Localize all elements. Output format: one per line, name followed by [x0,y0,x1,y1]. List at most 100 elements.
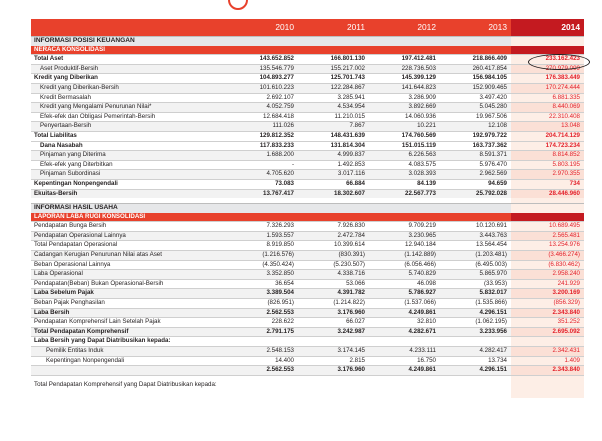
table-row: Efek-efek yang Diterbitkan -1.492.853 4.08… [31,159,584,170]
cell-2011: 3.017.116 [298,169,369,180]
cell-2012: (6.056.466) [369,259,440,270]
row-label: Efek-efek yang Diterbitkan [31,159,227,170]
cell-2013 [440,203,511,213]
cell-2012: 145.399.129 [369,73,440,84]
row-label: INFORMASI HASIL USAHA [31,203,227,213]
highlight-ring [528,54,590,70]
cell-2013 [440,336,511,347]
cell-2010: 73.083 [227,178,298,189]
cell-2013: 13.564.454 [440,240,511,251]
cell-2012: 4.282.671 [369,326,440,337]
table-row: Kepentingan Nonpengendali 73.083 66.884 84.… [31,178,584,189]
cell-2014 [511,45,584,55]
cell-2013: 19.967.506 [440,111,511,122]
cell-2012: 16.750 [369,355,440,366]
cell-2013: 218.866.409 [440,54,511,65]
table-row: Kredit yang Diberikan-Bersih 101.610.223 1… [31,82,584,94]
row-label: Pinjaman yang Diterima [31,150,227,161]
cell-2013: (1.203.481) [440,250,511,261]
table-row: Pendapatan Operasional Lainnya 1.593.557 2… [31,230,584,241]
cell-2013: 94.659 [440,178,511,189]
table-row: Pendapatan Komprehensif Lain Setelah Paj… [31,317,584,328]
cell-2010 [227,374,298,398]
cell-2010: 4.705.620 [227,169,298,180]
cell-2010: 1.593.557 [227,230,298,241]
cell-2010: 8.919.850 [227,240,298,251]
cell-2011: 125.701.743 [298,73,369,84]
cell-2011: 7.926.830 [298,221,369,232]
table-row: Pendapatan Bunga Bersih 7.326.293 7.926.83… [31,221,584,232]
cell-2014 [511,374,584,398]
cell-2011: 66.027 [298,317,369,328]
year-2012: 2012 [369,19,440,37]
cell-2014: 351.252 [511,317,584,328]
row-label: Aset Produktif-Bersih [31,63,227,74]
cell-2013: 152.909.465 [440,82,511,94]
cell-2011: 155.217.002 [298,63,369,74]
cell-2013 [440,35,511,46]
cell-2013: 2.962.569 [440,169,511,180]
cell-2012: 4.083.575 [369,159,440,170]
cell-2012: 14.060.936 [369,111,440,122]
cell-2014: 2.958.240 [511,269,584,280]
table-row: Total Aset 143.652.852 166.801.130 197.412.… [31,54,584,65]
row-label: Total Aset [31,54,227,65]
cell-2012: 197.412.481 [369,54,440,65]
cell-2013: (33.953) [440,278,511,289]
cell-2010: (1.216.576) [227,250,298,261]
table-row: Cadangan Kerugian Penurunan Nilai atas A… [31,250,584,261]
cell-2014: 13.048 [511,121,584,132]
row-label: Penyertaan-Bersih [31,121,227,132]
cell-2014: 2.342.431 [511,346,584,357]
cell-2014: 3.200.169 [511,288,584,299]
cell-2011: (830.391) [298,250,369,261]
table-row: INFORMASI POSISI KEUANGAN [31,35,584,46]
cell-2010 [227,336,298,347]
cell-2013: 8.591.371 [440,150,511,161]
cell-2014 [511,35,584,46]
cell-2010: 3.389.504 [227,288,298,299]
cell-2014: 8.440.069 [511,102,584,113]
cell-2014: 1.409 [511,355,584,366]
cell-2014 [511,203,584,213]
table-row: Total Pendapatan Komprehensif 2.791.175 3.… [31,326,584,337]
logo-ring-icon [228,0,248,10]
cell-2012: 151.015.119 [369,140,440,151]
cell-2010: 7.326.293 [227,221,298,232]
table-row: Beban Pajak Penghasilan (826.951) (1.214.8… [31,298,584,309]
cell-2014: 6.881.335 [511,92,584,103]
year-header-row: 2010 2011 2012 2013 2014 [31,19,584,37]
cell-2011: 2.815 [298,355,369,366]
cell-2013: 3.497.420 [440,92,511,103]
cell-2010: 111.026 [227,121,298,132]
cell-2010: 143.652.852 [227,54,298,65]
cell-2012: 4.233.111 [369,346,440,357]
cell-2014: 22.310.408 [511,111,584,122]
cell-2014: 176.383.449 [511,73,584,84]
cell-2013: 25.792.028 [440,188,511,199]
row-label: Total Pendapatan Komprehensif yang Dapat… [31,374,227,398]
cell-2012 [369,374,440,398]
table-row: Dana Nasabah 117.833.233 131.814.304 151.01… [31,140,584,151]
cell-2012: 46.098 [369,278,440,289]
cell-2010: 12.684.418 [227,111,298,122]
row-label: Ekuitas-Bersih [31,188,227,199]
cell-2014: 8.814.852 [511,150,584,161]
table-row: Pinjaman Subordinasi 4.705.620 3.017.116 3.… [31,169,584,180]
cell-2012: 5.740.829 [369,269,440,280]
cell-2011: 131.814.304 [298,140,369,151]
table-row: Laba Bersih yang Dapat Diatribusikan kep… [31,336,584,347]
cell-2013: (1.535.866) [440,298,511,309]
table-row: Total Pendapatan Operasional 8.919.850 10.… [31,240,584,251]
cell-2011: 7.867 [298,121,369,132]
year-2010: 2010 [227,19,298,37]
cell-2012: 6.226.563 [369,150,440,161]
table-row: Pinjaman yang Diterima 1.688.200 4.999.837… [31,150,584,161]
cell-2013: 163.737.362 [440,140,511,151]
cell-2010 [227,35,298,46]
cell-2012: 141.644.823 [369,82,440,94]
cell-2011: 148.431.639 [298,130,369,142]
cell-2011: 66.884 [298,178,369,189]
cell-2013: (1.062.195) [440,317,511,328]
cell-2012: 3.028.393 [369,169,440,180]
